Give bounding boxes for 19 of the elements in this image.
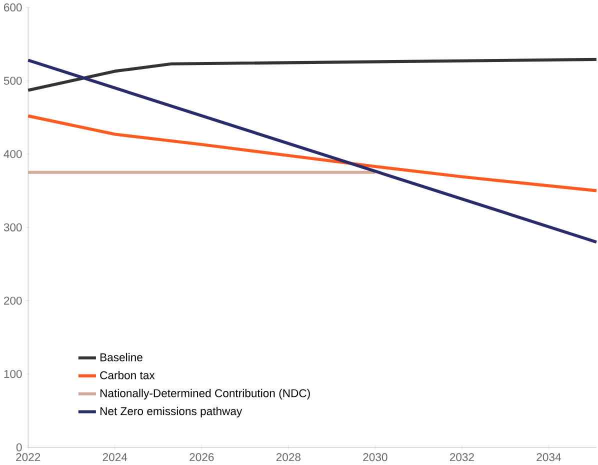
y-tick-label: 400	[4, 150, 22, 158]
legend-label: Net Zero emissions pathway	[100, 407, 242, 418]
legend-label: Baseline	[100, 353, 142, 362]
x-tick-label: 2026	[190, 453, 214, 462]
y-tick-label: 300	[4, 224, 22, 232]
legend-label: Carbon tax	[100, 371, 155, 380]
y-tick-label: 600	[4, 4, 22, 12]
y-tick-label: 500	[4, 76, 22, 85]
line-series	[26, 58, 598, 92]
x-tick-label: 2024	[102, 453, 128, 462]
x-tick-label: 2032	[450, 453, 474, 462]
legend-label: Nationally-Determined Contribution (NDC)	[100, 389, 310, 400]
y-tick-label: 100	[4, 370, 22, 378]
x-tick-label: 2028	[276, 453, 300, 462]
y-tick-label: 0	[16, 444, 22, 452]
y-tick-label: 200	[4, 296, 22, 305]
x-tick-label: 2022	[16, 453, 40, 462]
x-tick-label: 2034	[536, 453, 561, 462]
x-tick-label: 2030	[363, 453, 388, 462]
